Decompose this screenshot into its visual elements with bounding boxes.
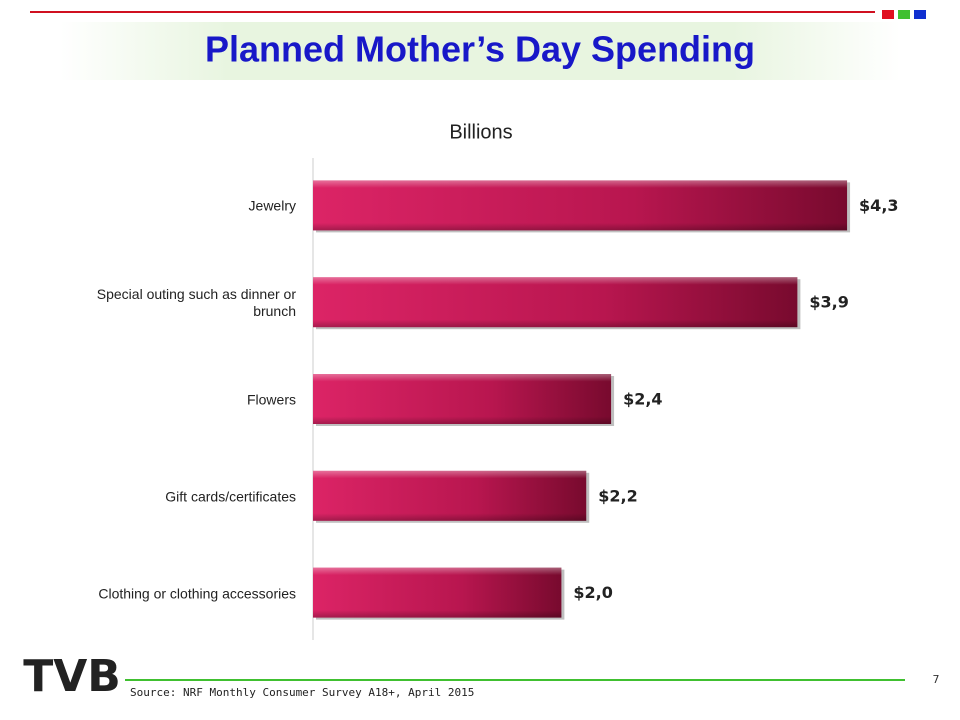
category-label: Gift cards/certificates (165, 488, 296, 505)
category-label: Jewelry (248, 197, 296, 214)
value-label: $4,3 (859, 196, 898, 215)
value-label: $2,4 (623, 390, 662, 409)
category-label: Special outing such as dinner or brunch (96, 286, 296, 320)
logo: TVB (23, 651, 121, 702)
title-band (60, 22, 900, 80)
bar-shine (313, 374, 612, 424)
page-number: 7 (933, 673, 940, 686)
source: Source: NRF Monthly Consumer Survey A18+… (130, 686, 474, 699)
bar-shine (313, 567, 562, 618)
chart-title: Planned Mother’s Day Spending (205, 29, 755, 70)
bar-shine (313, 470, 587, 521)
value-label: $2,0 (573, 583, 612, 602)
bar-shine (313, 180, 848, 231)
category-label: Clothing or clothing accessories (98, 585, 296, 602)
category-label: Flowers (246, 391, 296, 408)
square (898, 10, 910, 19)
square (882, 10, 894, 19)
value-label: $2,2 (598, 486, 637, 505)
subtitle: Billions (449, 121, 512, 143)
value-label: $3,9 (809, 293, 848, 312)
square (914, 10, 926, 19)
bar-shine (313, 277, 798, 328)
